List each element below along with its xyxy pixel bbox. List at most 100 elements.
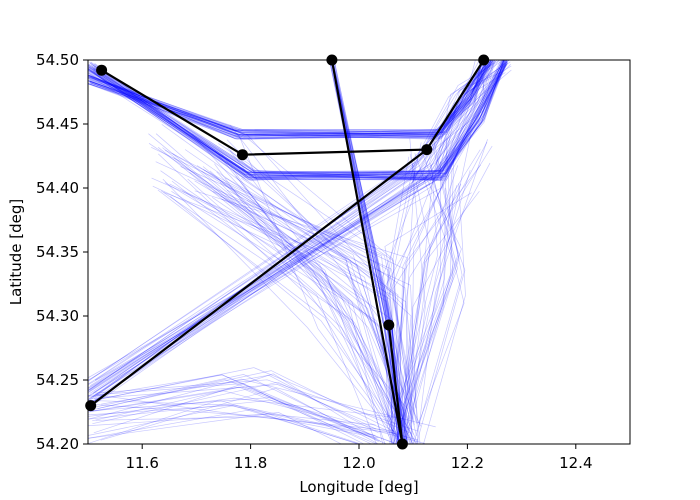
track-diagonal-southwest-to-northeast bbox=[88, 73, 500, 385]
track-east-to-west-lane-south bbox=[90, 60, 505, 176]
track-diagonal-southwest-to-northeast bbox=[94, 66, 480, 400]
track-fan-to-east-lane bbox=[390, 165, 459, 444]
waypoint-channel bbox=[383, 319, 395, 331]
track-fan-to-east-lane bbox=[402, 190, 480, 439]
track-southwest-scatter bbox=[91, 384, 397, 435]
track-southwest-scatter bbox=[88, 413, 376, 427]
track-north-south-channel bbox=[332, 60, 400, 444]
track-east-to-west-lane-south bbox=[91, 62, 509, 181]
track-diagonal-southwest-to-northeast bbox=[93, 60, 489, 393]
track-fan-from-south-port bbox=[148, 143, 394, 444]
x-tick-label: 12.4 bbox=[559, 454, 592, 472]
track-fan-from-south-port bbox=[187, 178, 399, 439]
track-fan-to-east-lane bbox=[393, 153, 431, 444]
track-east-to-west-lane-south bbox=[88, 60, 506, 181]
track-east-to-west-lane-south bbox=[93, 60, 504, 175]
track-diagonal-southwest-to-northeast bbox=[88, 60, 486, 382]
track-fan-from-south-port bbox=[196, 165, 414, 435]
track-east-to-west-lane-south bbox=[88, 60, 507, 177]
track-east-to-west-lane-south bbox=[88, 60, 505, 175]
track-diagonal-southwest-to-northeast bbox=[88, 60, 496, 379]
track-southwest-scatter bbox=[94, 367, 412, 434]
track-diagonal-southwest-to-northeast bbox=[88, 60, 500, 386]
track-fan-from-south-port bbox=[162, 178, 402, 444]
track-southwest-scatter bbox=[88, 374, 373, 444]
track-southwest-scatter bbox=[97, 379, 392, 443]
track-east-to-west-lane-south bbox=[88, 60, 505, 179]
track-west-to-east-lane-north bbox=[88, 60, 487, 139]
track-fan-from-south-port bbox=[246, 133, 404, 444]
track-fan-from-south-port bbox=[241, 177, 413, 440]
track-fan-to-east-lane bbox=[406, 156, 454, 425]
track-fan-to-east-lane bbox=[388, 158, 455, 429]
track-fan-from-south-port bbox=[189, 172, 395, 421]
track-east-to-west-lane-south bbox=[88, 63, 508, 175]
track-fan-from-south-port bbox=[221, 153, 394, 430]
track-east-to-west-lane-south bbox=[88, 60, 505, 174]
track-fan-to-east-lane bbox=[384, 192, 472, 422]
track-fan-from-south-port bbox=[169, 183, 415, 426]
track-west-to-east-lane-north bbox=[88, 60, 484, 131]
track-west-to-east-lane-north bbox=[88, 60, 489, 136]
track-fan-from-south-port bbox=[164, 182, 393, 444]
track-west-to-east-lane-north bbox=[88, 60, 494, 140]
track-fan-from-south-port bbox=[162, 147, 394, 409]
track-west-to-east-lane-north bbox=[89, 60, 490, 135]
track-diagonal-southwest-to-northeast bbox=[88, 61, 492, 398]
track-southwest-scatter bbox=[95, 379, 418, 432]
track-east-to-west-lane-south bbox=[88, 60, 505, 181]
waypoint-southwest bbox=[85, 400, 97, 412]
y-tick-label: 54.20 bbox=[36, 435, 79, 453]
track-east-to-west-lane-south bbox=[94, 61, 508, 181]
track-southwest-scatter bbox=[88, 378, 436, 428]
track-north-south-channel bbox=[333, 60, 406, 444]
track-west-to-east-lane-north bbox=[88, 60, 490, 130]
track-west-to-east-lane-north bbox=[88, 60, 483, 139]
track-fan-to-east-lane bbox=[404, 153, 455, 444]
track-fan-from-south-port bbox=[203, 169, 404, 444]
track-east-to-west-lane-south bbox=[88, 60, 508, 178]
track-west-to-east-lane-north bbox=[88, 60, 493, 136]
track-southwest-scatter bbox=[88, 370, 408, 439]
track-east-to-west-lane-south bbox=[90, 60, 506, 181]
track-diagonal-southwest-to-northeast bbox=[88, 69, 512, 400]
track-southwest-scatter bbox=[88, 397, 398, 444]
track-east-to-west-lane-south bbox=[88, 60, 505, 180]
track-east-to-west-lane-south bbox=[89, 61, 509, 173]
track-east-to-west-lane-south bbox=[92, 60, 508, 180]
track-diagonal-southwest-to-northeast bbox=[92, 60, 501, 398]
track-diagonal-southwest-to-northeast bbox=[94, 60, 494, 405]
track-west-to-east-lane-north bbox=[89, 60, 492, 138]
track-southwest-scatter bbox=[95, 416, 379, 439]
track-fan-to-east-lane bbox=[395, 167, 453, 444]
track-fan-to-east-lane bbox=[381, 138, 437, 424]
track-southwest-scatter bbox=[88, 404, 376, 436]
track-fan-from-south-port bbox=[164, 149, 413, 419]
track-east-to-west-lane-south bbox=[90, 60, 506, 180]
track-fan-from-south-port bbox=[152, 185, 418, 444]
track-west-to-east-lane-north bbox=[88, 60, 491, 137]
track-southwest-scatter bbox=[88, 374, 388, 444]
track-fan-from-south-port bbox=[170, 196, 396, 426]
track-east-to-west-lane-south bbox=[94, 60, 503, 179]
track-west-to-east-lane-north bbox=[89, 60, 493, 133]
track-diagonal-southwest-to-northeast bbox=[95, 72, 506, 381]
track-west-to-east-lane-north bbox=[89, 60, 494, 139]
track-southwest-scatter bbox=[93, 373, 381, 442]
track-fan-from-south-port bbox=[191, 133, 419, 444]
track-west-to-east-lane-north bbox=[89, 60, 494, 135]
y-tick-label: 54.45 bbox=[36, 115, 79, 133]
track-east-to-west-lane-south bbox=[91, 63, 504, 178]
track-fan-from-south-port bbox=[155, 161, 412, 420]
track-fan-from-south-port bbox=[215, 150, 417, 444]
track-diagonal-southwest-to-northeast bbox=[90, 63, 511, 386]
y-axis-label: Latitude [deg] bbox=[7, 199, 25, 305]
track-fan-to-east-lane bbox=[392, 187, 460, 444]
track-fan-from-south-port bbox=[238, 136, 404, 444]
track-west-to-east-lane-north bbox=[90, 60, 488, 131]
track-fan-from-south-port bbox=[214, 163, 408, 409]
track-fan-to-east-lane bbox=[410, 148, 460, 444]
track-diagonal-southwest-to-northeast bbox=[90, 71, 502, 405]
track-west-to-east-lane-north bbox=[90, 61, 494, 134]
